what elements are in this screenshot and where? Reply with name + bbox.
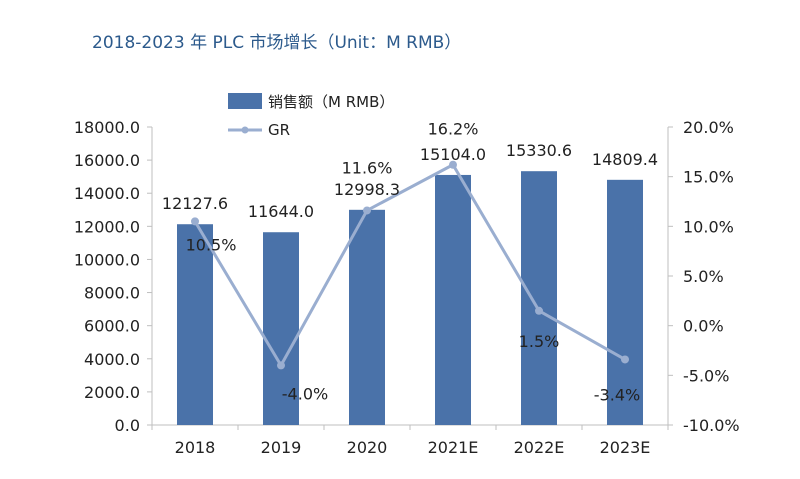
y-left-tick-label: 4000.0 [84, 350, 140, 369]
y-right-tick-label: -10.0% [683, 416, 740, 435]
growth-point [449, 160, 457, 169]
legend-line-label: GR [268, 121, 290, 139]
growth-point [277, 361, 285, 370]
y-left-tick-label: 14000.0 [74, 184, 140, 203]
growth-rate-label: -4.0% [282, 384, 328, 403]
x-tick-label: 2023E [600, 438, 651, 457]
x-tick-label: 2021E [428, 438, 479, 457]
bar-value-label: 12127.6 [162, 194, 228, 213]
y-right-tick-label: 20.0% [683, 118, 734, 137]
y-left-tick-label: 8000.0 [84, 284, 140, 303]
y-right-tick-label: 10.0% [683, 217, 734, 236]
legend-bar-swatch [228, 93, 262, 109]
bar [177, 224, 213, 425]
y-right-tick-label: 15.0% [683, 168, 734, 187]
growth-line [191, 160, 629, 370]
y-right-tick-label: -5.0% [683, 366, 729, 385]
growth-point [191, 217, 199, 226]
growth-rate-label: 11.6% [342, 158, 393, 177]
growth-rate-label: 10.5% [186, 235, 237, 254]
y-left-tick-label: 6000.0 [84, 317, 140, 336]
y-right-tick-label: 5.0% [683, 267, 724, 286]
growth-rate-label: 1.5% [519, 332, 560, 351]
chart-title: 2018-2023 年 PLC 市场增长（Unit：M RMB） [92, 33, 461, 53]
y-left-tick-label: 0.0 [115, 416, 140, 435]
bar [263, 232, 299, 425]
bar-value-label: 15330.6 [506, 141, 572, 160]
x-tick-label: 2019 [261, 438, 302, 457]
growth-rate-label: -3.4% [594, 385, 640, 404]
axes: 18000.0 16000.0 14000.0 12000.0 10000.0 8000.… [74, 118, 740, 457]
bars [177, 171, 643, 425]
legend-bar-label: 销售额（M RMB） [268, 93, 394, 111]
growth-point [621, 355, 629, 364]
bar [435, 174, 471, 425]
x-tick-label: 2022E [514, 438, 565, 457]
bar-value-label: 11644.0 [248, 202, 314, 221]
y-left-tick-label: 18000.0 [74, 118, 140, 137]
legend-line-marker [241, 126, 249, 134]
y-right-tick-label: 0.0% [683, 317, 724, 336]
bar-value-label: 12998.3 [334, 180, 400, 199]
growth-line-path [193, 163, 626, 367]
x-tick-label: 2018 [175, 438, 216, 457]
bar-value-label: 15104.0 [420, 145, 486, 164]
y-left-tick-label: 12000.0 [74, 217, 140, 236]
bar [349, 209, 385, 425]
bar [607, 179, 643, 425]
bar-value-label: 14809.4 [592, 150, 658, 169]
bar [521, 171, 557, 425]
growth-point [363, 206, 371, 215]
growth-rate-label: 16.2% [428, 120, 479, 139]
data-labels: 12127.6 11644.0 12998.3 15104.0 15330.6 14809… [162, 120, 658, 405]
growth-point [535, 306, 543, 315]
y-left-tick-label: 16000.0 [74, 151, 140, 170]
x-tick-label: 2020 [347, 438, 388, 457]
y-left-tick-label: 2000.0 [84, 383, 140, 402]
y-left-tick-label: 10000.0 [74, 250, 140, 269]
